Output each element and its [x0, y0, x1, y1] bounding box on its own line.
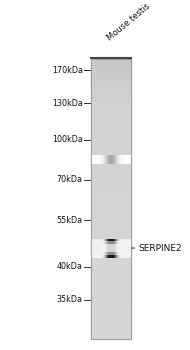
Bar [91, 58, 131, 339]
Text: 55kDa: 55kDa [57, 216, 83, 225]
Text: 170kDa: 170kDa [52, 66, 83, 75]
Text: 130kDa: 130kDa [52, 99, 83, 107]
Text: 100kDa: 100kDa [52, 135, 83, 144]
Text: Mouse testis: Mouse testis [106, 2, 152, 43]
Text: 40kDa: 40kDa [57, 262, 83, 271]
Text: 35kDa: 35kDa [57, 295, 83, 304]
Text: SERPINE2: SERPINE2 [138, 244, 182, 253]
Text: 70kDa: 70kDa [57, 175, 83, 184]
